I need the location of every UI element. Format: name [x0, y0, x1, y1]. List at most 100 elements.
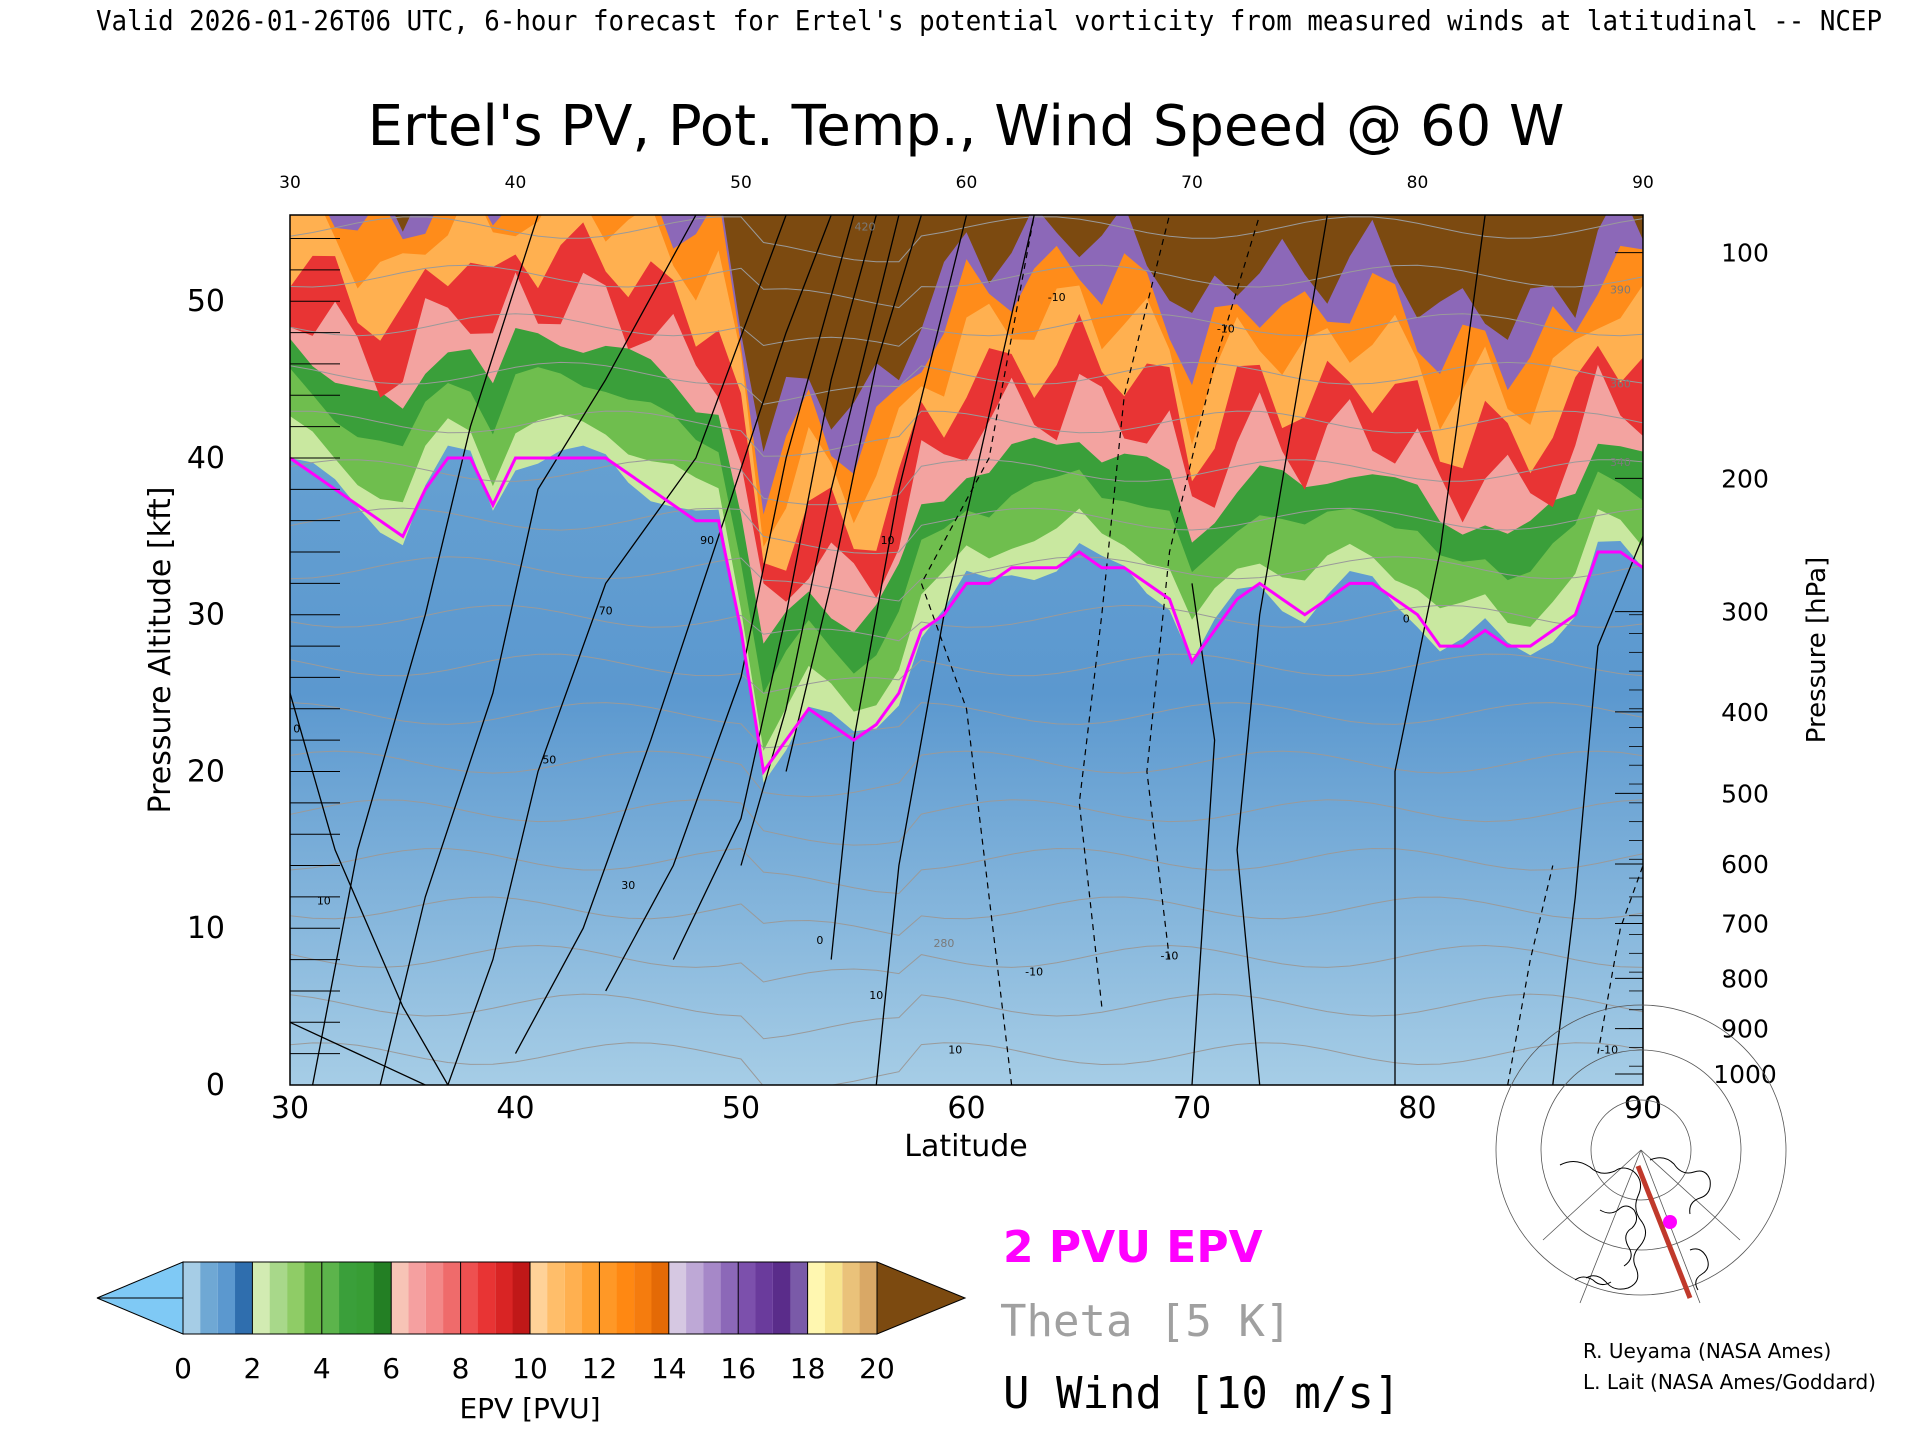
- theta-contour-line: [290, 1042, 1643, 1085]
- theta-contour-line: [290, 750, 1643, 798]
- u-wind-contour-line: [1394, 215, 1486, 1085]
- u-wind-contour-line: [1236, 215, 1328, 1085]
- legend-theta: Theta [5 K]: [1000, 1296, 1291, 1347]
- x-tick-label: 30: [271, 1091, 309, 1126]
- colorbar-bin: [183, 1262, 201, 1334]
- pressure-tick-label: 500: [1721, 779, 1769, 808]
- x-top-tick-label: 50: [730, 173, 752, 193]
- u-wind-negative-contour-line: [1507, 865, 1554, 1085]
- u-wind-contour-line: [740, 215, 900, 866]
- theta-contour-line: [290, 313, 1643, 347]
- colorbar-bin: [321, 1262, 340, 1334]
- x-top-tick-label: 60: [956, 173, 978, 193]
- u-wind-contour-line: [379, 215, 697, 1085]
- pressure-tick-label: 1000: [1713, 1060, 1777, 1089]
- colorbar-bin: [373, 1262, 392, 1334]
- pressure-tick-label: 200: [1721, 464, 1769, 493]
- x-top-tick-label: 90: [1632, 173, 1654, 193]
- theta-contour-line: [290, 847, 1643, 895]
- theta-contour-label: 420: [855, 221, 876, 234]
- pressure-tick-label: 100: [1721, 239, 1769, 268]
- colorbar-bin: [703, 1262, 722, 1334]
- colorbar-bin: [425, 1262, 444, 1334]
- pv-band-8: [394, 215, 1643, 452]
- u-wind-contour-line: [605, 215, 855, 992]
- u-wind-contour-label: 90: [700, 534, 714, 547]
- theta-contour-line: [290, 264, 1643, 309]
- credit-1: R. Ueyama (NASA Ames): [1583, 1339, 1831, 1363]
- colorbar-bin: [859, 1262, 877, 1334]
- theta-contour-label: 360: [1610, 377, 1631, 390]
- pressure-tick-label: 900: [1721, 1015, 1769, 1044]
- line-legend: 2 PVU EPV Theta [5 K] U Wind [10 m/s]: [1000, 1222, 1400, 1419]
- colorbar-bin: [807, 1262, 826, 1334]
- x-tick-label: 40: [496, 1091, 534, 1126]
- pressure-tick-label: 300: [1721, 598, 1769, 627]
- colorbar-bin: [842, 1262, 861, 1334]
- x-top-tick-label: 70: [1181, 173, 1203, 193]
- colorbar-bin: [651, 1262, 669, 1334]
- x-tick-label: 90: [1624, 1091, 1662, 1126]
- inset-map: [1495, 1004, 1787, 1304]
- theta-contour-line: [290, 604, 1643, 642]
- u-wind-contour-label: 30: [621, 879, 635, 892]
- colorbar-bin: [460, 1262, 479, 1334]
- u-wind-contour-line: [311, 215, 539, 1085]
- theta-contour-line: [290, 410, 1643, 457]
- pressure-tick-label: 600: [1721, 850, 1769, 879]
- u-wind-contour-line: [785, 215, 923, 772]
- y-tick-label: 20: [187, 754, 225, 789]
- right-minor-ticks: [1615, 252, 1643, 1086]
- left-minor-ticks: [290, 238, 340, 1086]
- colorbar-below-arrow-lower: [96, 1297, 184, 1335]
- u-wind-contour-line: [1552, 536, 1643, 1085]
- colorbar-bin: [790, 1262, 808, 1334]
- x-tick-label: 70: [1173, 1091, 1211, 1126]
- u-wind-contour-label: -10: [1025, 965, 1043, 978]
- x-top-tick-label: 40: [505, 173, 527, 193]
- colorbar-bin: [356, 1262, 375, 1334]
- legend-2pvu: 2 PVU EPV: [1003, 1222, 1263, 1273]
- theta-contour-line: [290, 216, 1643, 263]
- u-wind-contour-line: [830, 215, 968, 960]
- pressure-tick-labels: 100 200 300 400 500 600 700 800 900 1000: [1713, 239, 1777, 1089]
- inset-section-line: [1635, 1165, 1693, 1299]
- u-wind-negative-contour-line: [1146, 215, 1261, 960]
- colorbar-bin: [252, 1262, 271, 1334]
- u-wind-contour-label: 10: [948, 1044, 962, 1057]
- colorbar-bin: [564, 1262, 583, 1334]
- colorbar-bin: [200, 1262, 218, 1334]
- colorbar-bin: [217, 1262, 236, 1334]
- x-tick-labels: 30 40 50 60 70 80 90: [271, 1091, 1662, 1126]
- theta-contour-label: 390: [1610, 283, 1631, 296]
- colorbar-tick-label: 20: [859, 1352, 895, 1385]
- legend-uwind: U Wind [10 m/s]: [1003, 1368, 1400, 1419]
- colorbar-bin: [824, 1262, 843, 1334]
- colorbar-label: EPV [PVU]: [459, 1392, 600, 1425]
- colorbar-bin: [755, 1262, 773, 1334]
- x-top-tick-label: 30: [279, 173, 301, 193]
- u-wind-contour-line: [1191, 583, 1216, 1085]
- colorbar-bin: [530, 1262, 548, 1334]
- plot-area: [289, 214, 1644, 1086]
- x-tick-label: 50: [722, 1091, 760, 1126]
- colorbar-tick-label: 10: [512, 1352, 548, 1385]
- y-tick-label: 30: [187, 598, 225, 633]
- u-wind-contour-label: -10: [1160, 950, 1178, 963]
- theta-contour-line: [290, 361, 1643, 405]
- inset-current-point: [1663, 1215, 1677, 1229]
- colorbar-bin: [269, 1262, 288, 1334]
- u-wind-contour-line: [672, 215, 877, 960]
- u-wind-contour-label: 50: [542, 754, 556, 767]
- colorbar-bin: [772, 1262, 791, 1334]
- u-wind-contour-label: 10: [881, 534, 895, 547]
- colorbar-bin: [235, 1262, 253, 1334]
- u-wind-contour-label: 70: [599, 605, 613, 618]
- plot-frame: [289, 214, 1644, 1086]
- theta-contour-line: [290, 799, 1643, 846]
- colorbar-tick-label: 16: [720, 1352, 756, 1385]
- colorbar-bins: [182, 1262, 878, 1334]
- theta-contours: [290, 216, 1643, 1085]
- pressure-tick-label: 800: [1721, 964, 1769, 993]
- colorbar-bin: [339, 1262, 357, 1334]
